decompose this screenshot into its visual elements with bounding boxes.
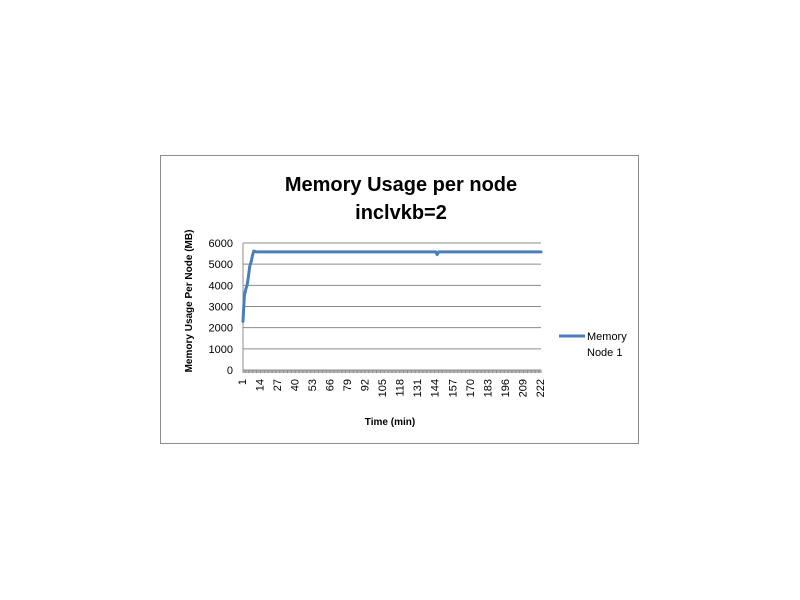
x-tick-label: 222: [535, 379, 547, 397]
x-tick-label: 27: [272, 379, 284, 391]
x-tick-label: 183: [482, 379, 494, 397]
x-tick-label: 79: [342, 379, 354, 391]
x-tick-label: 53: [307, 379, 319, 391]
y-tick-label: 0: [227, 365, 233, 377]
y-tick-label: 6000: [209, 238, 233, 250]
chart-title-line-2: inclvkb=2: [355, 202, 447, 224]
x-tick-label: 196: [500, 379, 512, 397]
memory-usage-chart: Memory Usage per node inclvkb=2 0 1000 200…: [184, 174, 627, 428]
y-tick-label: 5000: [209, 259, 233, 271]
y-tick-labels: 0 1000 2000 3000 4000 5000 6000: [209, 238, 233, 377]
x-tick-label: 92: [360, 379, 372, 391]
chart-title-line-1: Memory Usage per node: [285, 174, 517, 196]
x-tick-label: 14: [254, 379, 266, 391]
legend-label-line-1: Memory: [587, 331, 627, 343]
x-tick-labels: 1 14 27 40 53 66 79 92 105 118 131 144 157 170 183 196 2…: [237, 379, 547, 397]
chart-frame: Memory Usage per node inclvkb=2 0 1000 200…: [160, 155, 639, 444]
y-axis-title: Memory Usage Per Node (MB): [184, 230, 195, 373]
series-line-memory-node-1: [241, 249, 543, 323]
y-tick-label: 2000: [209, 323, 233, 335]
y-tick-label: 3000: [209, 302, 233, 314]
grid-layer: [242, 242, 542, 373]
x-tick-label: 40: [289, 379, 301, 391]
series-layer: [241, 249, 543, 323]
x-tick-label: 105: [377, 379, 389, 397]
x-tick-label: 131: [412, 379, 424, 397]
x-axis-title: Time (min): [365, 417, 415, 428]
x-tick-label: 66: [325, 379, 337, 391]
y-tick-label: 1000: [209, 344, 233, 356]
legend: Memory Node 1: [559, 331, 627, 359]
x-tick-label: 157: [447, 379, 459, 397]
x-tick-label: 118: [395, 379, 407, 397]
x-tick-label: 1: [237, 379, 249, 385]
x-tick-label: 209: [517, 379, 529, 397]
legend-label-line-2: Node 1: [587, 347, 622, 359]
x-tick-label: 170: [465, 379, 477, 397]
y-tick-label: 4000: [209, 280, 233, 292]
x-tick-label: 144: [430, 379, 442, 397]
